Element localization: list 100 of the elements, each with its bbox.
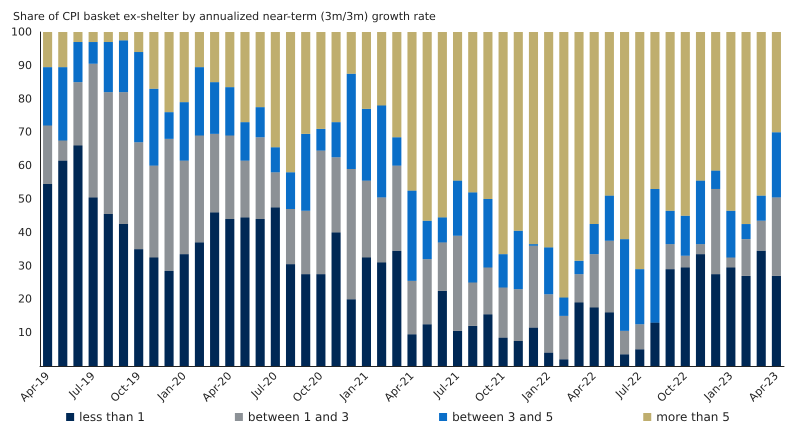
bar (604, 240, 614, 313)
bar (726, 32, 736, 211)
bar (635, 269, 644, 324)
y-tick-label: 40 (18, 226, 32, 239)
bar (164, 32, 174, 112)
bar (483, 32, 492, 199)
bar (134, 142, 144, 250)
bar (498, 338, 508, 366)
bar (528, 328, 538, 366)
bar (210, 82, 220, 134)
bar (43, 126, 52, 184)
bar (301, 32, 310, 134)
bar (104, 214, 113, 366)
bar (43, 32, 52, 68)
bar (635, 324, 644, 350)
bar (696, 244, 706, 254)
y-tick-label: 90 (18, 58, 32, 72)
bar (452, 330, 462, 366)
bar (88, 32, 98, 42)
bar (362, 257, 372, 366)
bar (104, 42, 113, 92)
bar (118, 32, 128, 40)
bar (346, 32, 356, 74)
bar (301, 134, 310, 211)
y-tick-label: 100 (11, 26, 32, 38)
bar (620, 239, 630, 331)
bar (240, 160, 250, 218)
bar (392, 250, 402, 366)
bar (422, 259, 432, 324)
bar (483, 314, 492, 366)
bar (270, 172, 280, 208)
bar (711, 274, 720, 366)
bar (544, 352, 554, 366)
y-tick-label: 30 (18, 259, 32, 272)
bar (407, 334, 417, 366)
bar (392, 137, 402, 166)
bar (680, 256, 690, 268)
chart-title: Share of CPI basket ex-shelter by annualized near-term (3m/3m) growth rate (13, 10, 436, 23)
bar (316, 150, 326, 274)
bar (346, 168, 356, 300)
bar (332, 232, 341, 366)
bar (134, 249, 144, 366)
bar (528, 246, 538, 328)
bar (590, 32, 599, 224)
bar (43, 184, 52, 366)
bar (225, 219, 234, 366)
bar (498, 288, 508, 338)
bar (134, 32, 144, 52)
bar (118, 40, 128, 92)
bar (392, 166, 402, 251)
bar (498, 32, 508, 254)
legend-label: more than 5 (656, 410, 730, 424)
bar (422, 32, 432, 221)
bar (164, 112, 174, 139)
bar (574, 260, 584, 274)
bar (741, 239, 751, 276)
bar (316, 128, 326, 151)
bar (301, 274, 310, 366)
bar (635, 349, 644, 366)
bar (726, 257, 736, 268)
bar (422, 324, 432, 366)
bar (468, 282, 478, 326)
legend-label: between 1 and 3 (248, 410, 350, 424)
y-tick-label: 50 (18, 192, 32, 206)
bar (149, 257, 158, 366)
bar (559, 32, 568, 298)
bar (468, 326, 478, 366)
bar (194, 67, 204, 136)
bar (256, 32, 265, 108)
bar (210, 32, 220, 82)
bar (756, 196, 766, 221)
bar (270, 147, 280, 172)
bar (316, 32, 326, 129)
bar (696, 32, 706, 181)
bar (88, 42, 98, 64)
bar (574, 302, 584, 366)
bar (88, 64, 98, 198)
bar (498, 254, 508, 288)
bar (210, 212, 220, 366)
bar (620, 32, 630, 240)
bar (544, 294, 554, 353)
bar (256, 219, 265, 366)
bar (650, 188, 660, 323)
bar (256, 137, 265, 220)
bar (756, 250, 766, 366)
bar (43, 67, 52, 126)
bar (544, 247, 554, 294)
bar (407, 280, 417, 334)
bar (88, 197, 98, 366)
bar (286, 32, 296, 172)
bar (392, 32, 402, 138)
bar (452, 180, 462, 236)
bar (407, 32, 417, 191)
bar (544, 32, 554, 248)
bar (407, 190, 417, 281)
bar (514, 289, 523, 341)
bar (58, 140, 68, 161)
bar (559, 316, 568, 360)
bar (180, 102, 189, 161)
bar (666, 210, 675, 244)
